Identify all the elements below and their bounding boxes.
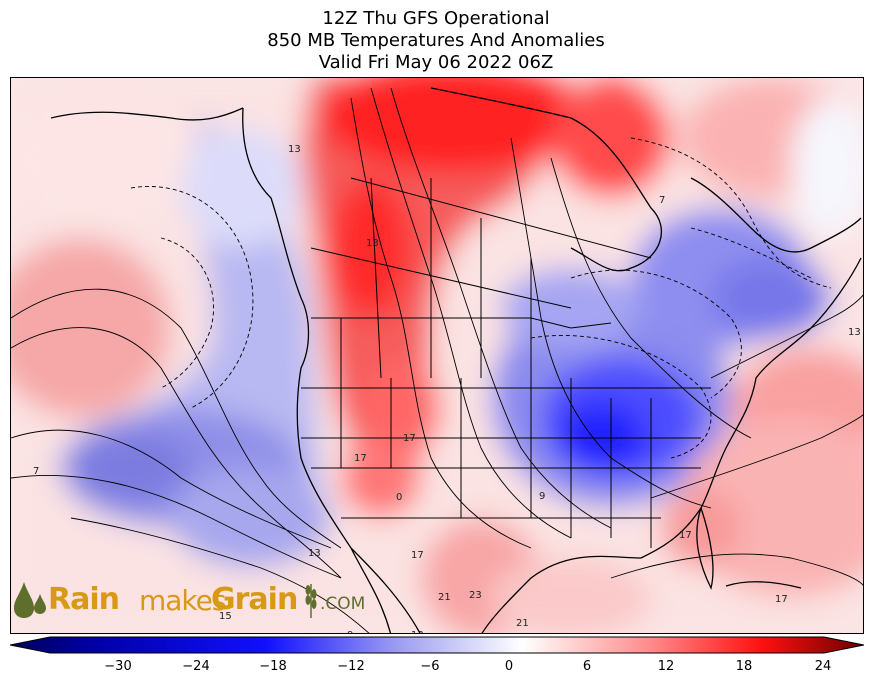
contour-label: 13: [288, 144, 301, 155]
cold-contours: [130, 137, 832, 459]
colorbar-tick-label: −6: [420, 659, 440, 674]
contour-label: 23: [469, 590, 482, 601]
contour-label: 13: [308, 548, 321, 559]
logo-word-makes: makes: [139, 584, 226, 617]
contour-label: 13: [411, 630, 424, 634]
coastlines: [50, 87, 862, 633]
logo-word-grain: Grain: [211, 582, 298, 617]
contour-label: 17: [354, 453, 367, 464]
contour-label: 13: [366, 238, 379, 249]
colorbar-tick-label: 18: [735, 659, 753, 674]
colorbar-tick-label: −12: [337, 659, 365, 674]
contour-label: 7: [659, 195, 665, 206]
colorbar-tick-label: −18: [259, 659, 287, 674]
colorbar-tick-label: 6: [582, 659, 592, 674]
colorbar-tick-label: −24: [182, 659, 210, 674]
map-title-line-2: 850 MB Temperatures And Anomalies: [267, 30, 605, 51]
logo-word-com: .COM: [320, 594, 366, 614]
contour-label: 17: [679, 530, 692, 541]
colorbar-tick-label: 12: [657, 659, 675, 674]
contour-label: 9: [347, 630, 353, 634]
logo-word-rain: Rain: [48, 582, 120, 617]
map-canvas: 13 13 7 13 17 17 0 17 21 23 21 13 15 9 1…: [11, 78, 863, 634]
state-borders: [301, 177, 711, 548]
temperature-anomaly-map: 13 13 7 13 17 17 0 17 21 23 21 13 15 9 1…: [10, 77, 864, 634]
raindrop-logo-icon: [14, 582, 46, 618]
colorbar-tick-label: −30: [104, 659, 132, 674]
contour-label: 21: [438, 592, 451, 603]
map-title-line-1: 12Z Thu GFS Operational: [322, 8, 550, 29]
map-title-line-3: Valid Fri May 06 2022 06Z: [318, 52, 554, 73]
contour-label: 7: [33, 466, 39, 477]
contour-label: 0: [396, 492, 402, 503]
contour-label: 17: [403, 433, 416, 444]
anomaly-shading: [11, 78, 863, 633]
colorbar-tick-label: 24: [814, 659, 832, 674]
contour-label: 21: [516, 618, 529, 629]
contour-label: 9: [539, 491, 545, 502]
contour-label: 15: [219, 611, 232, 622]
contour-label-group: 13 13 7 13 17 17 0 17 21 23 21 13 15 9 1…: [33, 144, 861, 634]
contour-label: 17: [775, 594, 788, 605]
contour-label: 13: [848, 327, 861, 338]
colorbar-tick-label: 0: [504, 659, 514, 674]
wheat-icon: [305, 584, 317, 618]
temperature-contours: [11, 87, 863, 633]
colorbar: [10, 636, 864, 654]
contour-label: 17: [411, 550, 424, 561]
